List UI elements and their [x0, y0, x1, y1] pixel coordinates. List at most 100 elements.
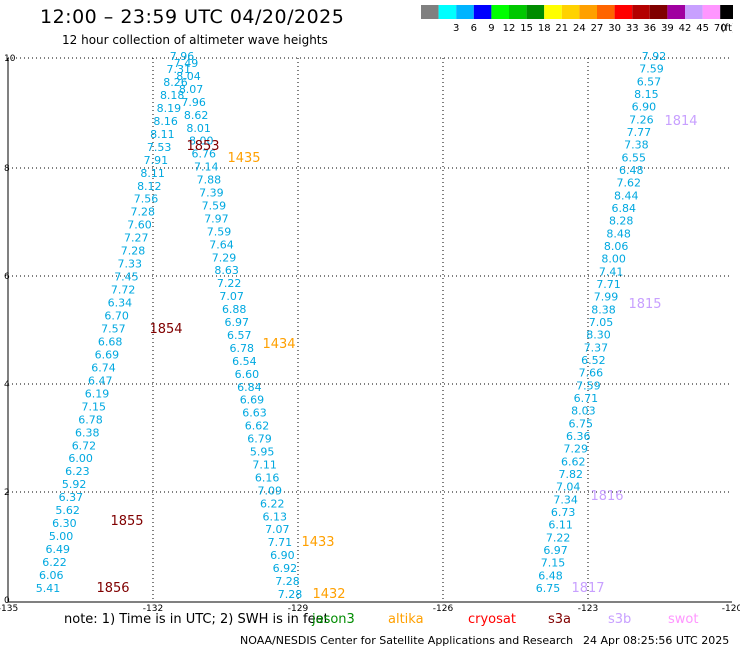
pass-time-label: 1434 — [262, 337, 295, 352]
colorbar-tick-label: 27 — [591, 23, 604, 34]
wave-height-value: 6.37 — [59, 491, 84, 504]
wave-height-value: 6.71 — [574, 392, 599, 405]
wave-height-value: 8.26 — [163, 76, 188, 89]
lat-tick-label: 10 — [4, 54, 16, 64]
footer-credit: NOAA/NESDIS Center for Satellite Applica… — [240, 634, 574, 647]
wave-height-value: 7.53 — [147, 141, 172, 154]
colorbar-tick-label: 24 — [573, 23, 586, 34]
colorbar-swatch — [667, 5, 685, 19]
wave-height-value: 7.71 — [596, 278, 621, 291]
wave-height-value: 5.92 — [62, 478, 87, 491]
footer-timestamp: 24 Apr 08:25:56 UTC 2025 — [583, 634, 730, 647]
wave-height-value: 7.11 — [252, 458, 277, 471]
wave-height-value: 7.41 — [599, 265, 624, 278]
wave-height-value: 7.71 — [268, 536, 293, 549]
wave-height-value: 7.64 — [209, 238, 234, 251]
wave-height-value: 7.29 — [564, 443, 589, 456]
pass-time-label: 1433 — [301, 535, 334, 550]
page-title: 12:00 – 23:59 UTC 04/20/2025 — [40, 6, 345, 28]
lon-tick-label: -126 — [433, 604, 454, 614]
pass-time-label: 1814 — [664, 114, 697, 129]
colorbar-swatch — [632, 5, 650, 19]
wave-height-value: 8.28 — [609, 215, 634, 228]
wave-height-value: 7.59 — [576, 379, 601, 392]
colorbar-swatch — [473, 5, 492, 19]
satellite-legend-s3b: s3b — [608, 612, 632, 627]
colorbar-tick-label: 6 — [471, 23, 477, 34]
wave-height-value: 6.74 — [91, 361, 116, 374]
colorbar-swatch — [456, 5, 474, 19]
lon-tick-label: -123 — [578, 604, 598, 614]
pass-time-label: 1432 — [312, 587, 345, 602]
wave-height-value: 6.60 — [235, 368, 260, 381]
wave-height-value: 7.28 — [275, 575, 300, 588]
wave-height-value: 8.16 — [153, 115, 178, 128]
colorbar-tick-label: 39 — [661, 23, 674, 34]
wave-height-value: 8.38 — [591, 303, 616, 316]
wave-height-value: 7.29 — [212, 251, 237, 264]
colorbar-tick-label: 42 — [679, 23, 692, 34]
colorbar-tick-label: 9 — [488, 23, 494, 34]
wave-height-value: 6.30 — [52, 517, 77, 530]
wave-height-value: 7.88 — [197, 174, 222, 187]
wave-height-value: 5.95 — [250, 446, 275, 459]
wave-height-value: 8.44 — [614, 189, 639, 202]
wave-height-value: 6.54 — [232, 355, 257, 368]
wave-height-value: 7.15 — [541, 557, 566, 570]
wave-height-value: 7.31 — [166, 63, 191, 76]
wave-height-value: 6.76 — [192, 148, 217, 161]
pass-time-label: 1435 — [227, 151, 260, 166]
wave-height-value: 7.62 — [617, 177, 642, 190]
wave-height-value: 6.68 — [98, 335, 123, 348]
wave-height-value: 6.72 — [72, 439, 97, 452]
colorbar-tick-label: 21 — [555, 23, 568, 34]
subtitle: 12 hour collection of altimeter wave hei… — [62, 33, 328, 47]
wave-height-value: 6.84 — [611, 202, 636, 215]
satellite-legend-swot: swot — [668, 612, 699, 627]
wave-height-value: 7.82 — [558, 468, 583, 481]
wave-height-value: 6.55 — [622, 151, 647, 164]
wave-height-value: 7.99 — [594, 291, 619, 304]
wave-height-value: 6.36 — [566, 430, 591, 443]
colorbar-tick-label: 33 — [626, 23, 639, 34]
wave-height-value: 7.96 — [181, 96, 206, 109]
wave-height-value: 6.34 — [108, 297, 133, 310]
wave-height-value: 8.07 — [179, 83, 204, 96]
satellite-legend-s3a: s3a — [548, 612, 572, 627]
wave-height-value: 8.06 — [604, 240, 629, 253]
colorbar-tick-label: 70 — [714, 23, 727, 34]
colorbar-swatch — [509, 5, 527, 19]
colorbar-swatch — [702, 5, 721, 19]
wave-height-value: 7.34 — [553, 493, 578, 506]
wave-height-value: 6.62 — [561, 455, 586, 468]
wave-height-value: 8.03 — [571, 405, 596, 418]
wave-height-value: 8.48 — [606, 227, 631, 240]
wave-height-value: 6.00 — [68, 452, 93, 465]
wave-height-value: 6.16 — [255, 471, 280, 484]
wave-height-value: 6.48 — [619, 164, 644, 177]
wave-height-value: 7.56 — [134, 193, 159, 206]
wave-height-value: 6.22 — [260, 497, 285, 510]
wave-height-value: 6.75 — [536, 582, 561, 595]
wave-height-value: 8.30 — [586, 329, 611, 342]
wave-height-value: 7.96 — [170, 50, 195, 63]
wave-height-value: 6.47 — [88, 374, 113, 387]
colorbar-swatch — [597, 5, 615, 19]
colorbar-tick-label: 36 — [643, 23, 656, 34]
colorbar-tick-label: 3 — [453, 23, 459, 34]
wave-height-value: 7.27 — [124, 232, 149, 245]
wave-height-value: 7.37 — [584, 341, 609, 354]
wave-height-value: 6.78 — [230, 342, 255, 355]
wave-height-value: 6.75 — [569, 417, 594, 430]
wave-height-value: 7.72 — [111, 284, 136, 297]
colorbar-swatch — [685, 5, 703, 19]
pass-time-label: 1853 — [186, 139, 219, 154]
lat-tick-label: 0 — [4, 596, 10, 606]
colorbar-swatch — [649, 5, 668, 19]
wave-height-value: 7.60 — [127, 219, 152, 232]
pass-time-label: 1855 — [110, 514, 143, 529]
wave-height-value: 6.52 — [581, 354, 606, 367]
wave-height-value: 6.49 — [46, 543, 71, 556]
wave-height-value: 7.77 — [627, 126, 652, 139]
wave-height-value: 6.19 — [85, 387, 110, 400]
